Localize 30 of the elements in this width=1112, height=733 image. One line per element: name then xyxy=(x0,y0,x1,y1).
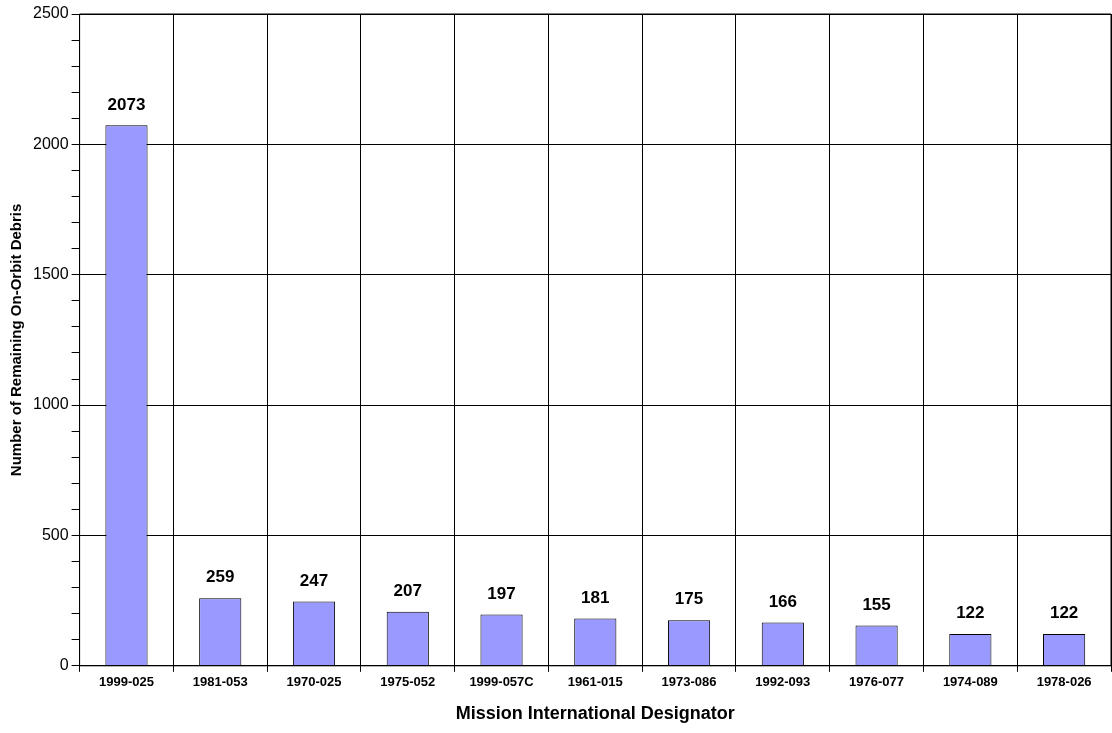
x-axis-title: Mission International Designator xyxy=(455,703,735,724)
x-tick-label: 1975-052 xyxy=(380,674,436,690)
x-tick-label: 1999-025 xyxy=(99,674,154,690)
x-tick-label: 1978-026 xyxy=(1036,674,1092,690)
y-tick-label: 0 xyxy=(59,656,69,674)
y-tick-label: 1500 xyxy=(33,265,69,283)
data-label: 247 xyxy=(299,570,329,590)
data-label: 207 xyxy=(393,581,422,601)
x-tick-label: 1970-025 xyxy=(286,674,342,690)
y-tick-label: 1000 xyxy=(33,395,69,413)
data-label: 259 xyxy=(206,567,235,587)
data-label: 122 xyxy=(956,603,985,623)
data-label: 2073 xyxy=(107,94,146,114)
data-label: 155 xyxy=(862,594,891,614)
data-label: 197 xyxy=(487,583,516,603)
x-tick-label: 1973-086 xyxy=(661,674,717,690)
data-label: 166 xyxy=(768,591,798,611)
x-tick-label: 1999-057C xyxy=(469,674,535,690)
x-tick-label: 1992-093 xyxy=(755,674,811,690)
x-tick-label: 1976-077 xyxy=(849,674,905,690)
data-label: 122 xyxy=(1049,603,1079,623)
x-tick-label: 1981-053 xyxy=(192,674,248,690)
data-label: 181 xyxy=(581,587,610,607)
y-axis-title: Number of Remaining On-Orbit Debris xyxy=(7,203,25,477)
y-tick-label: 2500 xyxy=(33,4,69,22)
x-tick-label: 1961-015 xyxy=(567,674,623,690)
data-label: 175 xyxy=(674,589,704,609)
y-tick-label: 500 xyxy=(41,525,69,543)
x-tick-label: 1974-089 xyxy=(942,674,998,690)
y-tick-label: 2000 xyxy=(33,134,69,152)
